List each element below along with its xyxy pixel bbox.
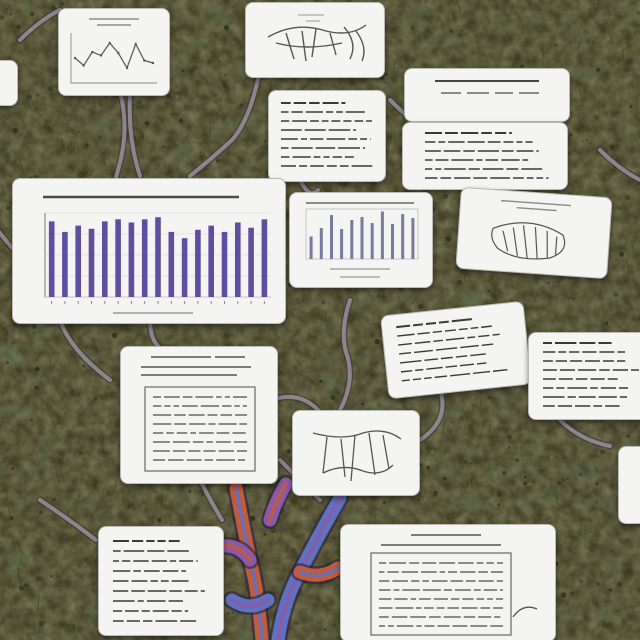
text-card-far-right	[528, 332, 640, 420]
point	[108, 41, 111, 45]
text-lines	[425, 132, 549, 179]
header-text	[435, 80, 539, 94]
point	[134, 42, 137, 46]
bar	[168, 231, 175, 297]
shell-drawing	[491, 199, 572, 260]
point	[99, 54, 103, 57]
blue-orange-tree-trunk	[203, 475, 349, 640]
text-card-tilted	[380, 300, 532, 400]
bar	[235, 222, 241, 297]
boxed-document	[141, 356, 256, 472]
bar-chart-card	[12, 178, 286, 324]
point	[151, 61, 155, 65]
bar	[391, 224, 394, 259]
bar	[370, 223, 374, 259]
bar	[141, 219, 148, 297]
bar	[88, 228, 95, 298]
bar	[261, 219, 268, 297]
document-card-bottom	[340, 524, 556, 640]
bar	[319, 228, 323, 259]
document-card	[120, 346, 278, 484]
bar	[221, 231, 228, 297]
line-chart	[70, 18, 157, 84]
bar	[181, 238, 188, 297]
text-lines	[543, 342, 639, 407]
shell-drawing-card	[455, 186, 613, 280]
point	[125, 66, 129, 70]
bar	[195, 229, 201, 297]
bar	[350, 220, 354, 259]
text-lines	[281, 102, 373, 167]
point	[82, 64, 85, 67]
bar	[411, 218, 415, 259]
line-chart-card	[58, 8, 170, 96]
bar	[360, 217, 364, 259]
text-lines	[113, 540, 205, 622]
point	[73, 56, 77, 60]
specimen-sketch	[267, 14, 367, 62]
point	[117, 51, 120, 55]
bar	[330, 215, 333, 259]
text-card-bottom-left	[98, 526, 224, 636]
bar-chart	[43, 195, 271, 314]
specimen-sketch-card	[245, 2, 385, 78]
bar	[48, 221, 55, 297]
bar	[401, 214, 405, 259]
chart-title-scribble	[89, 18, 139, 26]
anatomy-sketch-card	[292, 410, 420, 496]
point	[91, 50, 94, 54]
text-card-right	[402, 122, 568, 190]
chart-axes	[70, 33, 157, 84]
bar	[340, 229, 344, 259]
cropped-card-right	[618, 446, 640, 524]
small-bar-chart	[305, 202, 419, 278]
point	[143, 59, 146, 62]
bar	[309, 236, 313, 259]
bar	[128, 222, 135, 297]
bar	[115, 219, 121, 297]
series-line	[74, 42, 154, 70]
text-lines	[396, 318, 508, 382]
boxed-document-bottom	[370, 534, 538, 636]
bar	[380, 211, 384, 259]
cropped-card-left	[0, 60, 18, 106]
anatomy-sketch	[312, 430, 402, 482]
bar	[62, 231, 68, 297]
bar	[155, 217, 161, 297]
bar	[248, 227, 254, 297]
small-bar-chart-card	[289, 192, 433, 288]
bar	[75, 225, 81, 297]
bar	[102, 221, 108, 297]
header-text-card	[404, 68, 570, 122]
bar	[208, 225, 214, 297]
caption-scribble	[330, 268, 390, 278]
text-card-upper	[268, 90, 386, 182]
